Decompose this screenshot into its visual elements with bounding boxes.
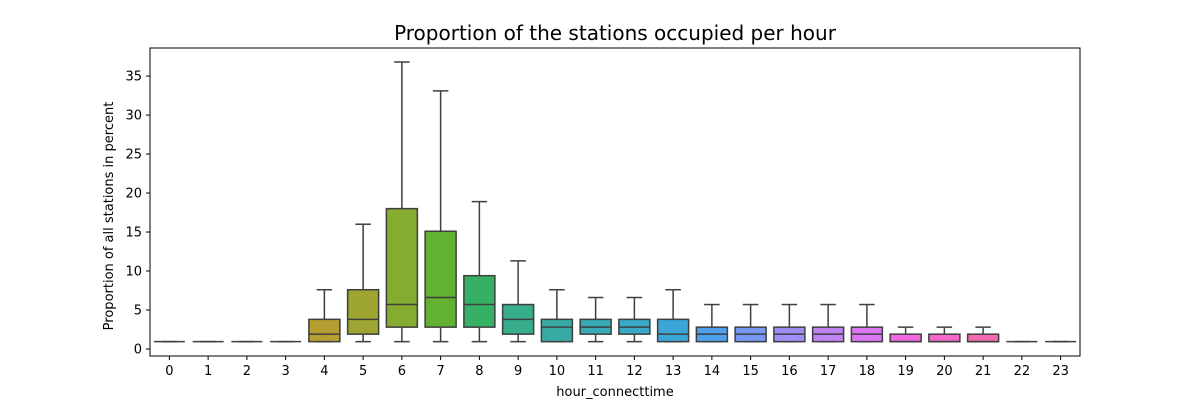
- box-iqr: [928, 333, 961, 343]
- box-hour-15: [734, 303, 767, 343]
- x-tick-label: 23: [1052, 364, 1069, 379]
- x-tick-label: 14: [704, 364, 721, 379]
- y-tick-label: 30: [125, 109, 142, 124]
- x-tick-label: 2: [243, 364, 251, 379]
- box-hour-6: [385, 61, 419, 343]
- x-tick-label: 22: [1014, 364, 1031, 379]
- box-iqr: [889, 333, 922, 343]
- x-tick-label: 4: [320, 364, 328, 379]
- y-tick-label: 35: [125, 70, 142, 85]
- box-iqr: [385, 207, 419, 328]
- y-tick-label: 5: [134, 303, 142, 318]
- x-tick-label: 0: [165, 364, 173, 379]
- x-tick-label: 5: [359, 364, 367, 379]
- x-tick-label: 16: [781, 364, 798, 379]
- box-hour-19: [889, 326, 922, 343]
- y-tick-label: 10: [125, 265, 142, 280]
- x-tick-label: 3: [281, 364, 289, 379]
- boxes-layer: [153, 61, 1077, 343]
- box-hour-20: [928, 326, 961, 343]
- x-tick-label: 6: [398, 364, 406, 379]
- x-tick-label: 8: [475, 364, 483, 379]
- x-tick-label: 17: [820, 364, 837, 379]
- box-hour-5: [346, 223, 380, 343]
- box-iqr: [966, 333, 1000, 343]
- box-hour-16: [773, 303, 806, 343]
- box-hour-18: [850, 303, 884, 343]
- box-iqr: [424, 230, 457, 328]
- box-hour-7: [424, 90, 457, 343]
- y-tick-label: 0: [134, 342, 142, 357]
- x-tick-label: 1: [204, 364, 212, 379]
- box-hour-12: [618, 296, 651, 343]
- box-hour-17: [811, 303, 845, 343]
- box-hour-11: [579, 296, 612, 343]
- box-iqr: [656, 318, 690, 343]
- x-tick-label: 12: [626, 364, 643, 379]
- box-hour-9: [501, 260, 535, 343]
- x-tick-label: 10: [549, 364, 566, 379]
- box-hour-10: [540, 288, 574, 343]
- box-hour-4: [308, 288, 341, 343]
- x-tick-label: 18: [859, 364, 876, 379]
- plot-frame: [149, 47, 1081, 357]
- y-tick-label: 20: [125, 187, 142, 202]
- box-iqr: [308, 318, 341, 343]
- x-tick-label: 7: [436, 364, 444, 379]
- box-iqr: [463, 274, 496, 328]
- box-hour-21: [966, 326, 1000, 343]
- y-tick-label: 15: [125, 226, 142, 241]
- x-axis-label: hour_connecttime: [556, 385, 673, 400]
- box-hour-13: [656, 288, 690, 343]
- x-tick-label: 21: [975, 364, 992, 379]
- x-tick-label: 20: [936, 364, 953, 379]
- x-tick-label: 11: [587, 364, 604, 379]
- x-tick-label: 9: [514, 364, 522, 379]
- x-tick-label: 15: [742, 364, 759, 379]
- box-hour-8: [463, 200, 496, 343]
- chart-title: Proportion of the stations occupied per …: [394, 21, 837, 45]
- x-tick-label: 13: [665, 364, 682, 379]
- x-tick-label: 19: [897, 364, 914, 379]
- box-iqr: [540, 318, 574, 343]
- box-hour-14: [695, 303, 729, 343]
- y-tick-label: 25: [125, 148, 142, 163]
- y-axis-label: Proportion of all stations in percent: [102, 102, 117, 331]
- box-iqr: [346, 288, 380, 335]
